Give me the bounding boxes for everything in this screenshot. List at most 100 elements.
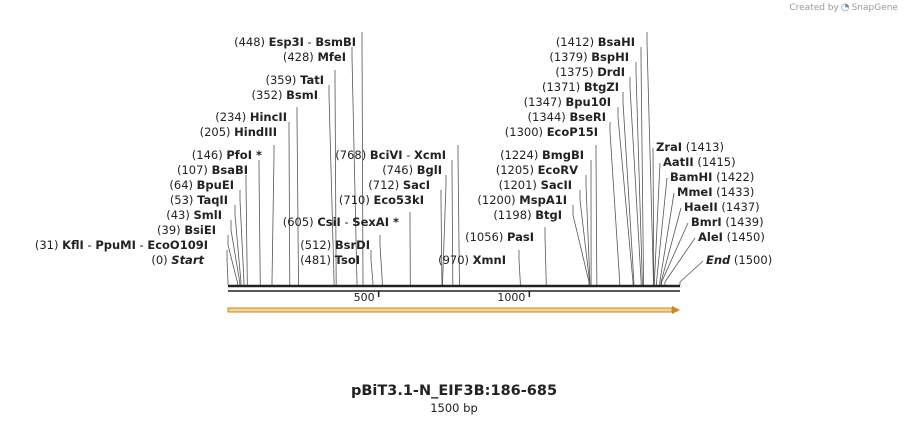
- site-label: (1375) DrdI: [555, 65, 625, 79]
- leader-line: [544, 227, 547, 285]
- credit-brand: SnapGene: [851, 2, 898, 13]
- site-position: (0): [151, 253, 171, 267]
- leader-line: [334, 70, 337, 285]
- enzyme-name: BspHI: [591, 50, 629, 64]
- leader-line: [258, 160, 261, 285]
- site-label: (1371) BtgZI: [542, 80, 619, 94]
- site-position: (1437): [718, 200, 760, 214]
- enzyme-name: EcoRV: [538, 163, 578, 177]
- leader-line: [659, 192, 675, 285]
- enzyme-name: HaeII: [684, 200, 718, 214]
- site-position: (1422): [712, 170, 754, 184]
- leader-line: [271, 145, 275, 285]
- site-position: (1300): [505, 125, 547, 139]
- leader-line: [640, 47, 644, 285]
- enzyme-name: ZraI: [656, 140, 682, 154]
- enzyme-name: SacII: [541, 178, 572, 192]
- enzyme-name: Esp3I: [269, 35, 304, 49]
- site-position: (107): [177, 163, 212, 177]
- site-position: (1200): [477, 193, 519, 207]
- leader-line: [622, 92, 635, 285]
- site-label: (1200) MspA1I: [477, 193, 567, 207]
- site-position: (481): [300, 253, 335, 267]
- leader-line: [288, 122, 291, 285]
- site-label: (512) BsrDI: [300, 238, 370, 252]
- site-label: (234) HincII: [215, 110, 287, 124]
- site-label: (1344) BseRI: [528, 110, 606, 124]
- enzyme-name: AleI: [698, 230, 723, 244]
- enzyme-name: CsiI: [317, 215, 341, 229]
- enzyme-name: BsmI: [286, 88, 318, 102]
- leader-line: [579, 190, 590, 285]
- leader-line: [664, 237, 696, 285]
- leader-line: [661, 222, 689, 285]
- site-position: (1375): [555, 65, 597, 79]
- leader-line: [239, 190, 245, 285]
- enzyme-name: SmlI: [194, 208, 223, 222]
- enzyme-name: HincII: [250, 110, 287, 124]
- site-position: (146): [192, 148, 227, 162]
- site-position: (1379): [549, 50, 591, 64]
- leader-line: [652, 147, 655, 285]
- leader-line: [370, 250, 374, 285]
- leader-line: [226, 250, 229, 285]
- site-position: (1500): [730, 253, 772, 267]
- map-title: pBiT3.1-N_EIF3B:186-685: [350, 383, 558, 399]
- snapgene-credit: Created by ◔ SnapGene: [789, 2, 898, 13]
- leader-line: [442, 175, 447, 285]
- enzyme-name: BpuEI: [197, 178, 234, 192]
- site-label: (970) XmnI: [438, 253, 506, 267]
- site-position: (1433): [713, 185, 755, 199]
- site-label: (0) Start: [151, 253, 204, 267]
- site-position: (712): [368, 178, 403, 192]
- site-position: (970): [438, 253, 473, 267]
- site-position: (352): [252, 88, 287, 102]
- snapgene-logo-icon: ◔: [840, 2, 850, 13]
- leader-line: [635, 62, 643, 285]
- site-position: (1413): [682, 140, 724, 154]
- enzyme-name: DrdI: [597, 65, 625, 79]
- enzyme-name: KflI: [62, 238, 84, 252]
- enzyme-name: MfeI: [317, 50, 346, 64]
- leader-line: [656, 177, 668, 285]
- site-position: (1205): [496, 163, 538, 177]
- leader-line: [451, 160, 454, 285]
- site-position: (31): [35, 238, 62, 252]
- enzyme-name: EcoO109I: [147, 238, 208, 252]
- enzyme-name: TaqII: [197, 193, 228, 207]
- enzyme-name: SexAI *: [352, 215, 399, 229]
- leader-line: [328, 85, 335, 285]
- leader-line: [234, 205, 242, 285]
- enzyme-separator: -: [403, 148, 414, 162]
- site-label: (146) PfoI *: [192, 148, 262, 162]
- site-labels: (448) Esp3I - BsmBI(428) MfeI(359) TatI(…: [35, 35, 772, 267]
- enzyme-name: MspA1I: [519, 193, 567, 207]
- enzyme-name: TatI: [300, 73, 324, 87]
- leader-lines: [226, 32, 704, 285]
- enzyme-name: EcoP15I: [547, 125, 598, 139]
- site-position: (234): [215, 110, 250, 124]
- site-label: (605) CsiI - SexAI *: [283, 215, 399, 229]
- enzyme-name: HindIII: [234, 125, 277, 139]
- site-label: (746) BglI: [382, 163, 442, 177]
- site-position: (1344): [528, 110, 570, 124]
- site-label: (352) BsmI: [252, 88, 318, 102]
- site-label: (481) TsoI: [300, 253, 360, 267]
- site-label: (1412) BsaHI: [556, 35, 635, 49]
- enzyme-name: BsrDI: [335, 238, 370, 252]
- enzyme-name: BsmBI: [315, 35, 356, 49]
- leader-line: [660, 207, 682, 285]
- site-label: (43) SmlI: [166, 208, 222, 222]
- site-position: (205): [200, 125, 235, 139]
- leader-line: [595, 145, 598, 285]
- site-label: (1379) BspHI: [549, 50, 629, 64]
- site-label: (1300) EcoP15I: [505, 125, 598, 139]
- enzyme-name: XcmI: [414, 148, 446, 162]
- enzyme-name: TsoI: [335, 253, 360, 267]
- leader-line: [227, 235, 238, 285]
- site-label: (428) MfeI: [283, 50, 346, 64]
- site-position: (1412): [556, 35, 598, 49]
- site-label: BmrI (1439): [691, 215, 764, 229]
- leader-line: [245, 175, 248, 285]
